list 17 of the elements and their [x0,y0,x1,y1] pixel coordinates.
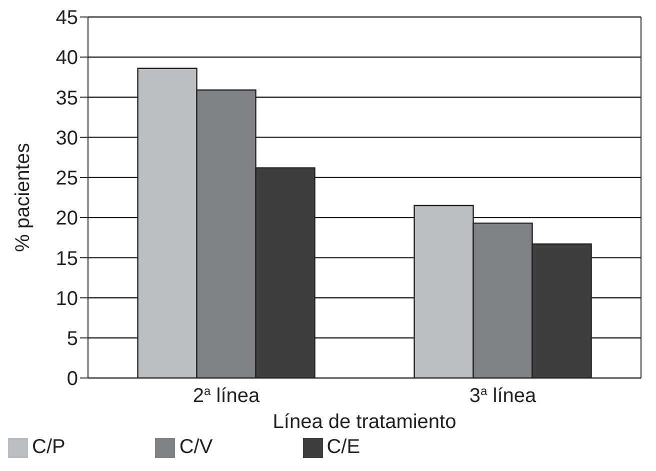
y-tick-label: 10 [56,288,78,310]
legend-label: C/E [326,436,360,458]
legend-label: C/V [179,436,213,458]
y-tick-label: 25 [56,168,78,190]
x-axis-title: Línea de tratamiento [272,411,456,433]
legend-label: C/P [32,436,66,458]
y-axis-title: % pacientes [12,143,34,252]
y-tick-label: 5 [66,328,78,350]
y-tick-label: 15 [56,248,78,270]
x-tick-label: 2$^{a}$ línea [192,384,260,407]
y-tick-label: 40 [56,47,78,70]
y-tick-label: 45 [56,7,78,30]
y-tick-label: 30 [56,127,78,150]
y-tick-label: 35 [56,87,78,110]
y-tick-label: 20 [56,208,78,230]
y-tick-label: 0 [66,368,78,390]
x-tick-label: 3$^{a}$ línea [469,384,537,407]
